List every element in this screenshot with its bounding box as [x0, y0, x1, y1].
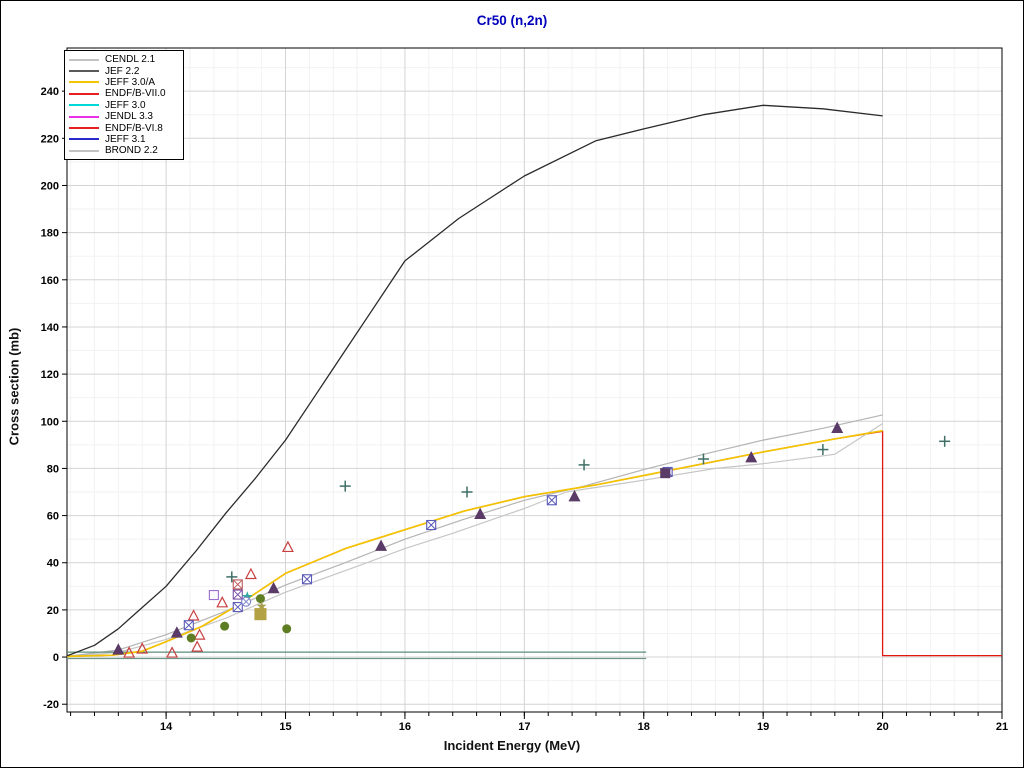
y-tick-label: 40: [47, 558, 59, 570]
scatter-exp-triangle-open-red: [123, 540, 294, 658]
y-tick-label: 80: [47, 463, 59, 475]
legend-label: BROND 2.2: [105, 145, 158, 157]
legend-item-cendl-2-1: CENDL 2.1: [65, 54, 183, 65]
legend-item-jef-2-2: JEF 2.2: [65, 65, 183, 77]
x-axis-title: Incident Energy (MeV): [443, 738, 581, 753]
plot-frame: [66, 47, 1003, 713]
legend-swatch-line: [69, 115, 99, 118]
y-tick-label: 200: [41, 180, 59, 192]
y-tick-label: 160: [41, 275, 59, 287]
scatter-exp-square-filled-khaki: [254, 608, 267, 621]
y-tick-label: 240: [41, 86, 59, 98]
x-tick-label: 20: [876, 721, 888, 733]
x-tick-label: 15: [279, 721, 291, 733]
legend-label: ENDF/B-VII.0: [105, 88, 166, 100]
legend-item-jeff-3-1: JEFF 3.1: [65, 134, 183, 145]
x-tick-label: 18: [638, 721, 650, 733]
page-title: Cr50 (n,2n): [476, 13, 548, 28]
scatter-exp-circle-x-blue: [241, 596, 252, 607]
legend-swatch-line: [69, 127, 99, 130]
scatter-exp-square-filled-purple: [660, 468, 671, 479]
legend-label: CENDL 2.1: [105, 54, 156, 66]
legend-swatch-line: [69, 58, 99, 61]
legend-swatch-line: [69, 92, 99, 95]
y-tick-label: 60: [47, 511, 59, 523]
legend-label: JEFF 3.1: [105, 133, 146, 145]
legend-label: JENDL 3.3: [105, 111, 153, 123]
legend-item-jeff-3-0-a: JEFF 3.0/A: [65, 77, 183, 88]
x-tick-label: 14: [160, 721, 173, 733]
scatter-exp-square-x-blue: [183, 466, 673, 631]
x-tick-label: 17: [518, 721, 530, 733]
scatter-exp-plus: [226, 435, 951, 583]
y-tick-label: 220: [41, 133, 59, 145]
legend-swatch-line: [69, 70, 99, 73]
series-line-jeff-3-0-a: [66, 429, 883, 658]
x-tick-label: 19: [757, 721, 769, 733]
series-line-jef-2-2: [66, 104, 883, 657]
legend-item-brond-2-2: BROND 2.2: [65, 145, 183, 156]
legend-label: JEFF 3.0/A: [105, 76, 156, 88]
y-tick-label: 120: [41, 369, 59, 381]
legend-label: ENDF/B-VI.8: [105, 122, 163, 134]
scatter-exp-star-khaki: [256, 601, 267, 611]
legend-label: JEFF 3.0: [105, 99, 146, 111]
x-tick-label: 21: [996, 721, 1008, 733]
y-tick-label: 20: [47, 605, 59, 617]
x-tick-label: 16: [399, 721, 411, 733]
scatter-exp-square-open-purple: [208, 589, 219, 601]
scatter-exp-circle-filled-olive: [186, 594, 292, 643]
scatter-exp-square-x-red: [232, 579, 243, 590]
legend-item-jeff-3-0: JEFF 3.0: [65, 100, 183, 111]
scatter-exp-star-teal: [241, 591, 253, 602]
scatter-exp-triangle-filled-purple: [112, 421, 844, 655]
legend-swatch-line: [69, 149, 99, 152]
scatter-exp-square-x-purple: [232, 589, 243, 600]
y-axis-title: Cross section (mb): [6, 327, 22, 446]
y-tick-label: -20: [43, 699, 59, 711]
legend-item-endf-b-vi-8: ENDF/B-VI.8: [65, 122, 183, 134]
legend: CENDL 2.1 JEF 2.2 JEFF 3.0/A ENDF/B-VII.0 JE…: [64, 50, 184, 160]
legend-swatch-line: [69, 138, 99, 141]
legend-item-jendl-3-3: JENDL 3.3: [65, 111, 183, 122]
legend-swatch-line: [69, 104, 99, 107]
y-tick-label: 100: [41, 416, 59, 428]
legend-swatch-line: [69, 81, 99, 84]
y-tick-label: 180: [41, 228, 59, 240]
y-tick-label: 0: [53, 652, 59, 664]
y-tick-label: 140: [41, 322, 59, 334]
legend-label: JEF 2.2: [105, 65, 140, 77]
legend-item-endf-b-vii-0: ENDF/B-VII.0: [65, 88, 183, 99]
